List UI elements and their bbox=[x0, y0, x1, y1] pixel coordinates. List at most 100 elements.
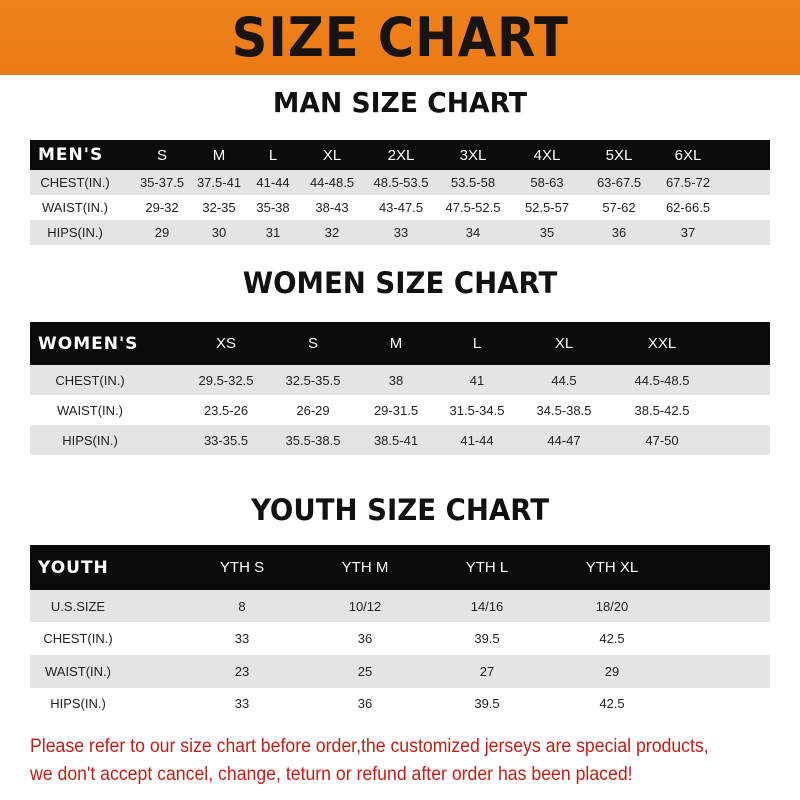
table-row: U.S.SIZE 8 10/12 14/16 18/20 bbox=[30, 590, 770, 622]
notice-line-2: we don't accept cancel, change, teturn o… bbox=[30, 764, 633, 785]
size-header: 6XL bbox=[674, 146, 702, 164]
size-header: S bbox=[156, 146, 168, 164]
size-header: YTH M bbox=[341, 559, 389, 576]
table-cell: 39.5 bbox=[474, 631, 500, 646]
header-row: WOMEN'S XS S M L XL XXL bbox=[30, 322, 770, 365]
table-cell: 43-47.5 bbox=[378, 200, 424, 215]
size-header: XS bbox=[215, 335, 237, 352]
table-cell: 37 bbox=[680, 225, 696, 240]
order-notice: Please refer to our size chart before or… bbox=[30, 733, 737, 789]
table-row: WAIST(IN.) 23 25 27 29 bbox=[30, 655, 770, 688]
table-cell: 10/12 bbox=[348, 598, 382, 614]
men-heading: MAN SIZE CHART bbox=[272, 86, 528, 119]
row-label: CHEST(IN.) bbox=[55, 372, 125, 388]
table-cell: 48.5-53.5 bbox=[373, 175, 429, 190]
table-cell: 29 bbox=[154, 225, 170, 240]
size-header: M bbox=[389, 335, 403, 352]
table-cell: 44.5 bbox=[551, 372, 577, 388]
table-cell: 31 bbox=[265, 225, 281, 240]
table-row: CHEST(IN.) 33 36 39.5 42.5 bbox=[30, 622, 770, 655]
table-cell: 34.5-38.5 bbox=[536, 402, 592, 418]
size-header: 2XL bbox=[387, 146, 415, 164]
size-header: 5XL bbox=[605, 146, 633, 164]
table-cell: 14/16 bbox=[470, 598, 504, 614]
table-cell: 44-47 bbox=[547, 432, 581, 448]
table-label: YOUTH bbox=[38, 557, 109, 578]
table-cell: 29 bbox=[604, 664, 620, 679]
table-cell: 35-37.5 bbox=[139, 175, 185, 190]
table-cell: 47.5-52.5 bbox=[445, 200, 501, 215]
table-cell: 36 bbox=[611, 225, 627, 240]
header-row: YOUTH YTH S YTH M YTH L YTH XL bbox=[30, 545, 770, 590]
table-cell: 47-50 bbox=[645, 432, 679, 448]
table-cell: 41 bbox=[469, 372, 485, 388]
size-header: YTH S bbox=[219, 559, 265, 576]
table-row: HIPS(IN.) 33 36 39.5 42.5 bbox=[30, 688, 770, 718]
table-cell: 37.5-41 bbox=[196, 175, 242, 190]
table-cell: 29.5-32.5 bbox=[198, 372, 254, 388]
table-cell: 25 bbox=[357, 664, 373, 679]
size-header: L bbox=[472, 335, 482, 352]
table-cell: 53.5-58 bbox=[450, 175, 496, 190]
page-title: SIZE CHART bbox=[231, 6, 569, 69]
size-header: M bbox=[212, 146, 226, 164]
table-cell: 23.5-26 bbox=[203, 402, 249, 418]
table-cell: 29-31.5 bbox=[373, 402, 419, 418]
table-cell: 32-35 bbox=[202, 200, 236, 215]
table-cell: 44-48.5 bbox=[309, 175, 355, 190]
table-cell: 36 bbox=[357, 695, 373, 711]
table-cell: 58-63 bbox=[530, 175, 564, 190]
size-header: 3XL bbox=[459, 146, 487, 164]
size-header: 4XL bbox=[533, 146, 561, 164]
table-cell: 33 bbox=[234, 695, 250, 711]
row-label: CHEST(IN.) bbox=[40, 175, 110, 190]
table-cell: 38.5-42.5 bbox=[634, 402, 690, 418]
table-cell: 35.5-38.5 bbox=[285, 432, 341, 448]
row-label: WAIST(IN.) bbox=[57, 402, 123, 418]
size-header: L bbox=[268, 146, 278, 164]
youth-heading: YOUTH SIZE CHART bbox=[250, 493, 550, 527]
women-heading: WOMEN SIZE CHART bbox=[242, 266, 558, 300]
table-cell: 35-38 bbox=[256, 200, 290, 215]
size-header: YTH XL bbox=[585, 559, 639, 576]
table-row: CHEST(IN.) 29.5-32.5 32.5-35.5 38 41 44.5 44.5… bbox=[30, 365, 770, 395]
table-cell: 32 bbox=[324, 225, 340, 240]
table-cell: 23 bbox=[234, 664, 250, 679]
size-header: XL bbox=[322, 146, 342, 164]
table-cell: 32.5-35.5 bbox=[285, 372, 341, 388]
table-label: MEN'S bbox=[38, 145, 104, 165]
table-cell: 27 bbox=[479, 664, 495, 679]
table-cell: 62-66.5 bbox=[665, 200, 711, 215]
size-header: XXL bbox=[647, 335, 677, 352]
table-cell: 33-35.5 bbox=[203, 432, 249, 448]
table-cell: 38-43 bbox=[315, 200, 349, 215]
table-cell: 41-44 bbox=[460, 432, 494, 448]
table-cell: 30 bbox=[211, 225, 227, 240]
table-cell: 38 bbox=[388, 372, 404, 388]
row-label: WAIST(IN.) bbox=[42, 200, 108, 215]
table-cell: 29-32 bbox=[145, 200, 179, 215]
title-banner: SIZE CHART bbox=[0, 0, 800, 75]
notice-line-1: Please refer to our size chart before or… bbox=[30, 736, 709, 757]
table-cell: 38.5-41 bbox=[373, 432, 419, 448]
row-label: HIPS(IN.) bbox=[50, 695, 106, 711]
table-cell: 33 bbox=[234, 631, 250, 646]
table-row: WAIST(IN.) 23.5-26 26-29 29-31.5 31.5-34.5 34… bbox=[30, 395, 770, 425]
table-cell: 67.5-72 bbox=[665, 175, 711, 190]
header-row: MEN'S S M L XL 2XL 3XL 4XL 5XL 6XL bbox=[30, 140, 770, 170]
table-cell: 57-62 bbox=[602, 200, 636, 215]
table-cell: 34 bbox=[465, 225, 481, 240]
table-cell: 52.5-57 bbox=[524, 200, 570, 215]
size-header: XL bbox=[554, 335, 574, 352]
table-cell: 8 bbox=[238, 598, 246, 614]
row-label: CHEST(IN.) bbox=[43, 631, 113, 646]
table-label: WOMEN'S bbox=[38, 333, 139, 354]
table-cell: 26-29 bbox=[296, 402, 330, 418]
table-cell: 63-67.5 bbox=[596, 175, 642, 190]
row-label: HIPS(IN.) bbox=[62, 432, 118, 448]
row-label: U.S.SIZE bbox=[50, 598, 106, 614]
table-cell: 42.5 bbox=[599, 695, 625, 711]
table-row: CHEST(IN.) 35-37.5 37.5-41 41-44 44-48.5 48.5… bbox=[30, 170, 770, 195]
table-cell: 36 bbox=[357, 631, 373, 646]
table-row: HIPS(IN.) 33-35.5 35.5-38.5 38.5-41 41-44 44-… bbox=[30, 425, 770, 455]
